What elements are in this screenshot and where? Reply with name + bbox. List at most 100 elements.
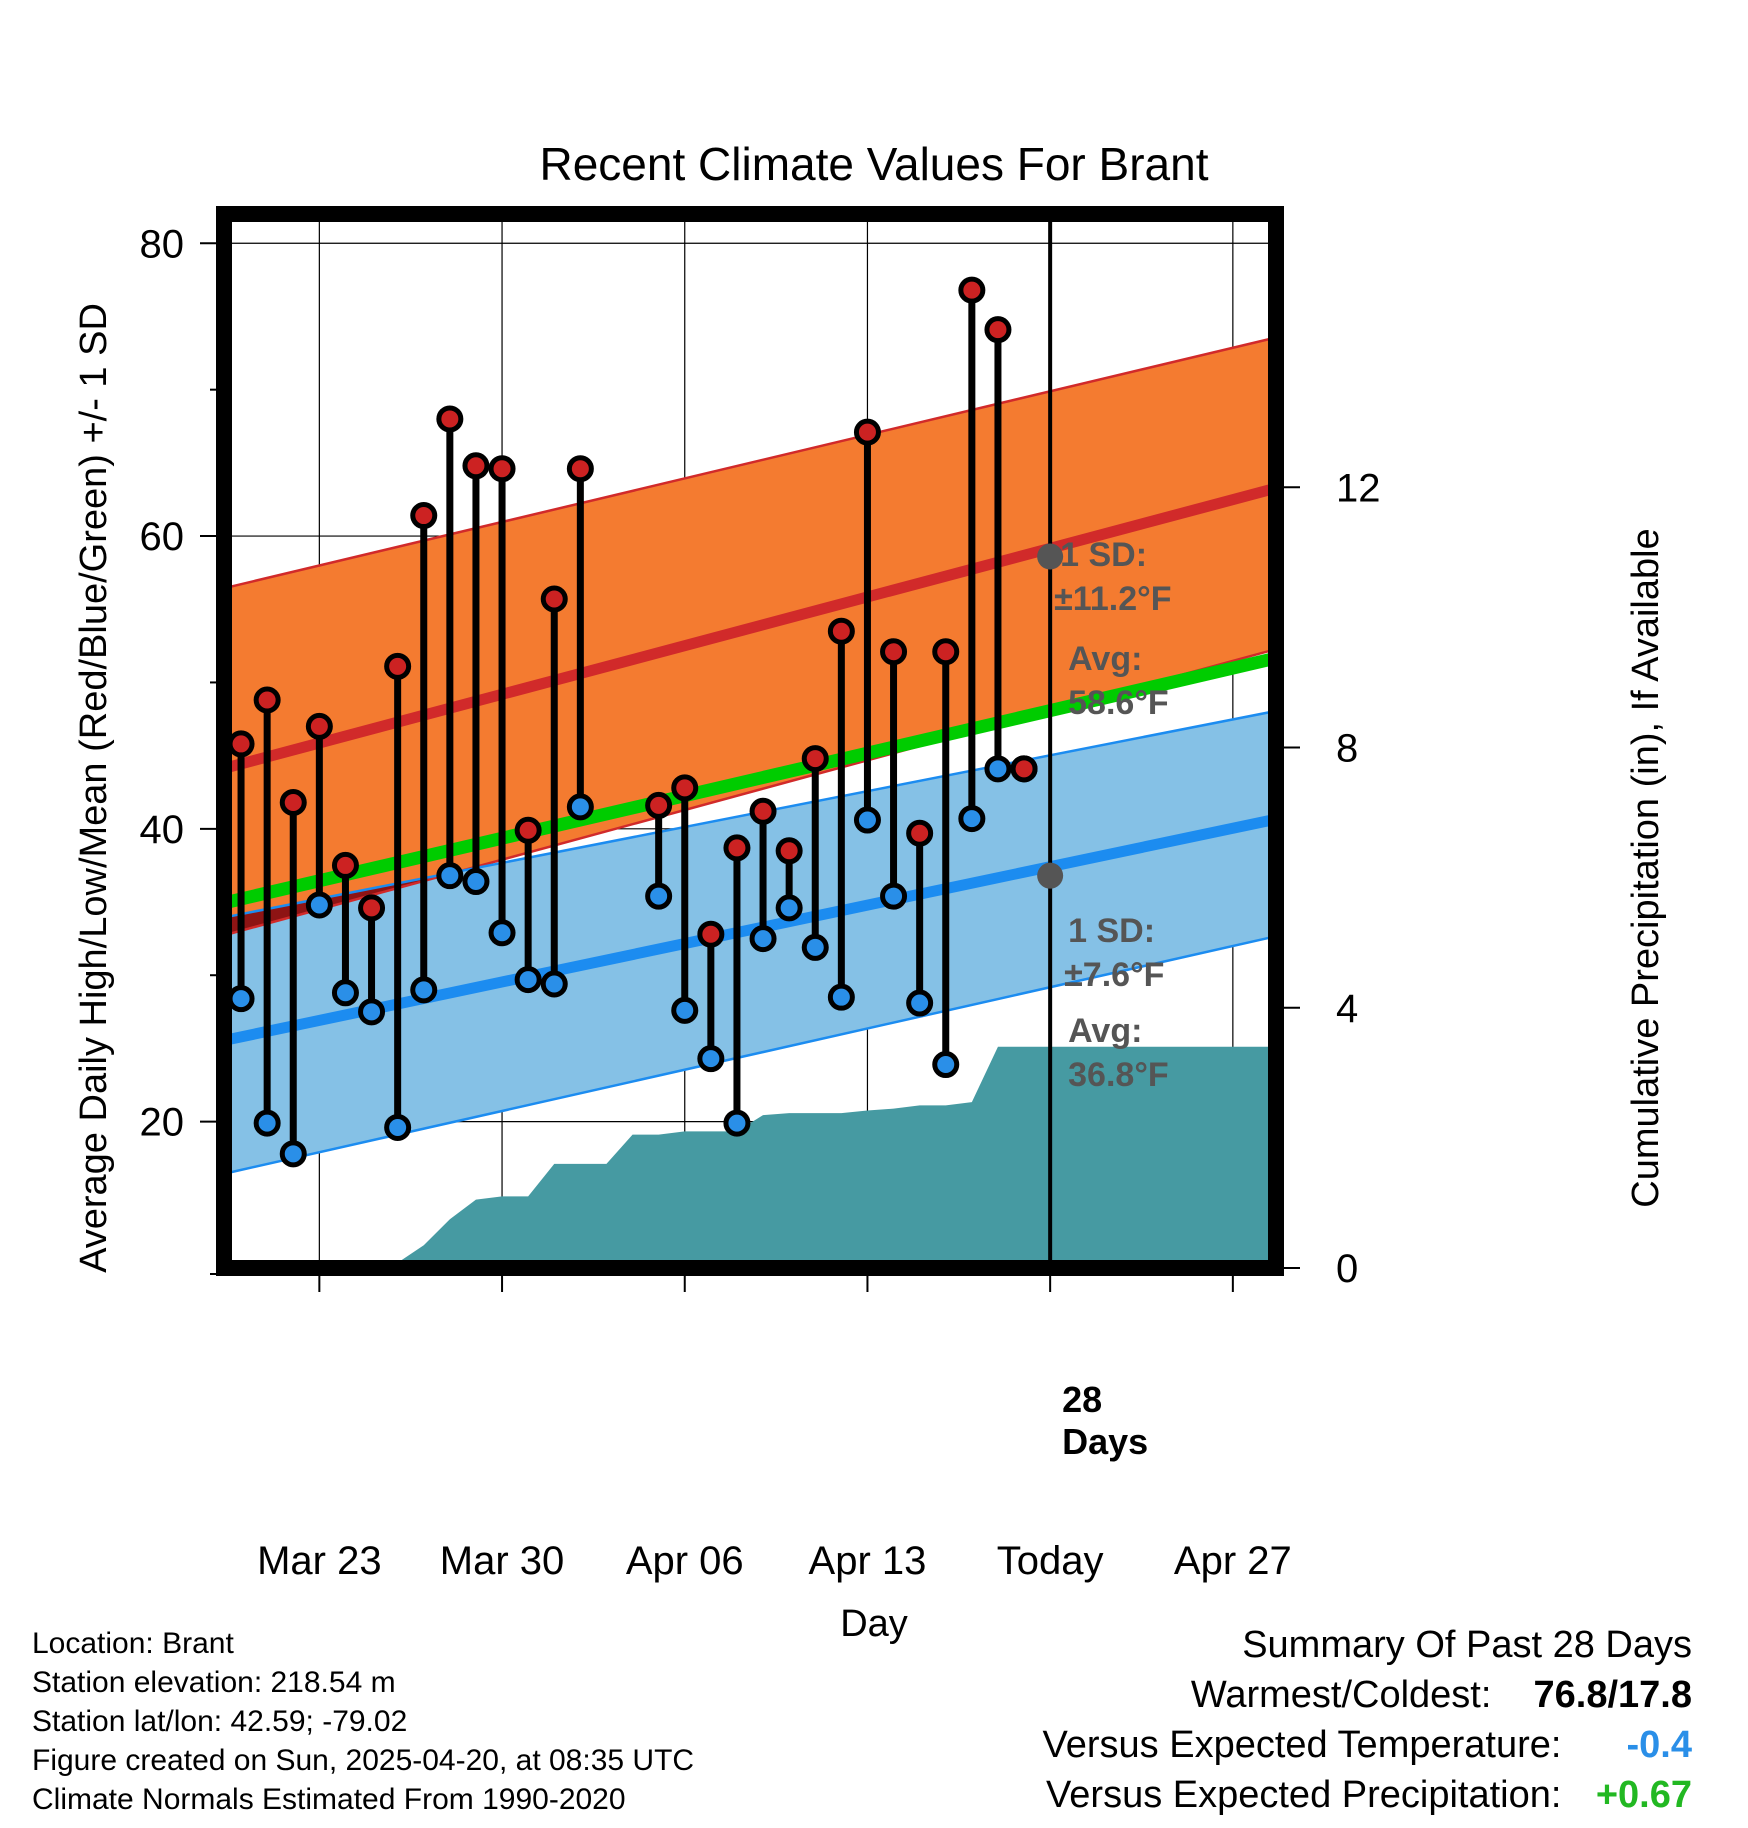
- daily-high-marker: [827, 617, 855, 645]
- summary-precip-row: Versus Expected Precipitation: +0.67: [1043, 1770, 1692, 1820]
- daily-low-marker: [384, 1113, 412, 1141]
- daily-low-marker: [827, 983, 855, 1011]
- daily-low-marker: [566, 793, 594, 821]
- warmest-value: 76.8/17.8: [1533, 1674, 1692, 1716]
- daily-low-marker: [488, 919, 516, 947]
- daily-low-marker: [227, 985, 255, 1013]
- daily-low-marker: [984, 755, 1012, 783]
- low-sd-band: [228, 711, 1272, 1173]
- daily-high-marker: [253, 686, 281, 714]
- precip-area: [228, 1046, 1272, 1268]
- station-metadata: Location: Brant Station elevation: 218.5…: [32, 1624, 694, 1819]
- x-tick-label: Apr 27: [1174, 1539, 1292, 1583]
- daily-low-marker: [331, 979, 359, 1007]
- daily-low-marker: [723, 1109, 751, 1137]
- precipitation-area: [228, 1046, 1272, 1268]
- mean-normal-line: [226, 652, 1274, 909]
- summary-heading: Summary Of Past 28 Days: [1242, 1624, 1692, 1666]
- high-sd-value: ±11.2°F: [1054, 580, 1171, 618]
- high-upper-edge: [227, 337, 1273, 589]
- daily-low-marker: [671, 996, 699, 1024]
- x-tick-label: Mar 30: [440, 1539, 565, 1583]
- daily-high-marker: [384, 652, 412, 680]
- daily-high-marker: [566, 455, 594, 483]
- plot-frame: [216, 206, 1284, 1276]
- summary-panel: Summary Of Past 28 Days Warmest/Coldest:…: [1043, 1620, 1692, 1820]
- low-normal-line: [226, 814, 1274, 1046]
- daily-high-marker: [1010, 755, 1038, 783]
- high-sd-band: [228, 338, 1272, 935]
- daily-low-marker: [514, 966, 542, 994]
- daily-high-marker: [436, 405, 464, 433]
- x-tick-label: Apr 13: [809, 1539, 927, 1583]
- daily-high-marker: [749, 797, 777, 825]
- x-tick-label: Apr 06: [626, 1539, 744, 1583]
- high-normal-line: [226, 483, 1274, 773]
- y2-axis-label: Cumulative Precipitation (in), If Availa…: [1625, 528, 1667, 1207]
- daily-low-marker: [775, 894, 803, 922]
- latlon-text: Station lat/lon: 42.59; -79.02: [32, 1705, 408, 1738]
- high-avg-value: 58.6°F: [1068, 684, 1169, 722]
- daily-high-marker: [227, 730, 255, 758]
- location-text: Location: Brant: [32, 1627, 234, 1660]
- low-avg-label: Avg:: [1068, 1012, 1142, 1050]
- daily-low-marker: [462, 868, 490, 896]
- daily-low-marker: [253, 1109, 281, 1137]
- normal-bands: [226, 337, 1274, 1175]
- days-word: Days: [1062, 1421, 1148, 1462]
- temp-anomaly-value: -0.4: [1626, 1724, 1692, 1766]
- daily-high-marker: [880, 638, 908, 666]
- daily-low-marker: [410, 976, 438, 1004]
- summary-warmest-row: Warmest/Coldest: 76.8/17.8: [1043, 1670, 1692, 1720]
- high-sd-label: 1 SD:: [1060, 536, 1147, 574]
- summary-temp-row: Versus Expected Temperature: -0.4: [1043, 1720, 1692, 1770]
- y2-tick-label: 0: [1336, 1247, 1358, 1291]
- normals-text: Climate Normals Estimated From 1990-2020: [32, 1783, 626, 1816]
- daily-high-marker: [723, 834, 751, 862]
- daily-low-marker: [645, 882, 673, 910]
- y2-tick-label: 4: [1336, 987, 1358, 1031]
- daily-low-marker: [958, 805, 986, 833]
- low-sd-value: ±7.6°F: [1064, 956, 1164, 994]
- axes: 20 40 60 80 0 4 8 12 Mar 23 Mar 30 Apr 06 Apr 13 Tod…: [140, 206, 1381, 1583]
- high-avg-label: Avg:: [1068, 640, 1142, 678]
- y2-tick-label: 12: [1336, 466, 1381, 510]
- low-avg-marker: [1037, 862, 1064, 889]
- daily-high-marker: [853, 418, 881, 446]
- daily-high-marker: [906, 819, 934, 847]
- daily-high-marker: [645, 791, 673, 819]
- daily-high-marker: [410, 502, 438, 530]
- daily-high-marker: [801, 745, 829, 773]
- daily-high-marker: [932, 638, 960, 666]
- daily-low-marker: [932, 1051, 960, 1079]
- daily-high-marker: [540, 585, 568, 613]
- daily-stems: [237, 290, 1002, 1154]
- elevation-text: Station elevation: 218.54 m: [32, 1666, 396, 1699]
- y2-tick-label: 8: [1336, 727, 1358, 771]
- y-tick-label: 60: [140, 515, 185, 559]
- daily-high-marker: [462, 452, 490, 480]
- x-axis-label: Day: [840, 1603, 908, 1645]
- daily-high-marker: [514, 816, 542, 844]
- daily-high-marker: [331, 851, 359, 879]
- daily-high-marker: [358, 894, 386, 922]
- annotations: 1 SD: ±11.2°F Avg: 58.6°F 1 SD: ±7.6°F Avg: 36.…: [1037, 214, 1171, 1462]
- low-sd-label: 1 SD:: [1068, 912, 1155, 950]
- warmest-label: Warmest/Coldest:: [1190, 1674, 1492, 1716]
- daily-high-marker: [775, 837, 803, 865]
- y-tick-label: 20: [140, 1101, 185, 1145]
- daily-low-marker: [697, 1045, 725, 1073]
- daily-high-marker: [671, 774, 699, 802]
- x-tick-label: Today: [997, 1539, 1104, 1583]
- high-avg-marker: [1037, 543, 1064, 570]
- daily-low-marker: [358, 998, 386, 1026]
- y-axis-label: Average Daily High/Low/Mean (Red/Blue/Gr…: [73, 303, 115, 1273]
- daily-high-marker: [958, 276, 986, 304]
- y-tick-label: 80: [140, 222, 185, 266]
- daily-low-marker: [305, 891, 333, 919]
- x-tick-label: Mar 23: [257, 1539, 382, 1583]
- daily-low-marker: [801, 933, 829, 961]
- y-tick-label: 40: [140, 808, 185, 852]
- daily-high-marker: [279, 788, 307, 816]
- daily-low-marker: [880, 882, 908, 910]
